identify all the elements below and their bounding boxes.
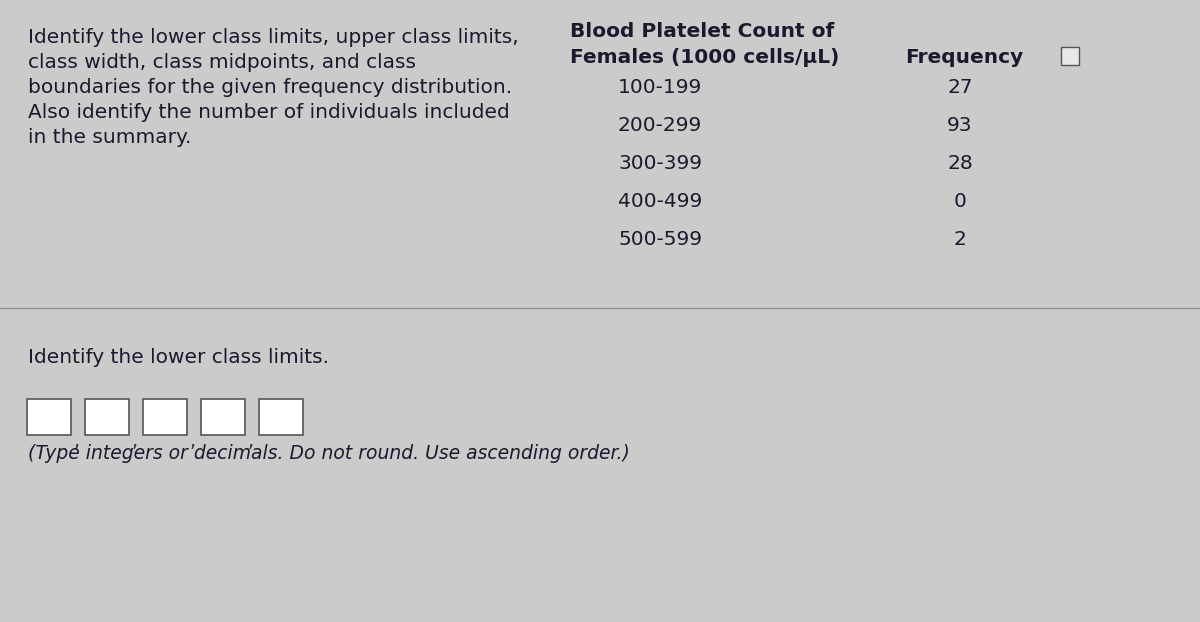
Text: class width, class midpoints, and class: class width, class midpoints, and class: [28, 53, 416, 72]
Text: ,: ,: [74, 432, 80, 451]
Text: 0: 0: [954, 192, 966, 211]
Text: (Type integers or decimals. Do not round. Use ascending order.): (Type integers or decimals. Do not round…: [28, 444, 630, 463]
Text: 93: 93: [947, 116, 973, 135]
Text: 500-599: 500-599: [618, 230, 702, 249]
Text: Frequency: Frequency: [905, 48, 1024, 67]
Text: 28: 28: [947, 154, 973, 173]
Text: 2: 2: [954, 230, 966, 249]
Text: 400-499: 400-499: [618, 192, 702, 211]
Text: ,: ,: [248, 432, 254, 451]
Text: 300-399: 300-399: [618, 154, 702, 173]
Text: Identify the lower class limits, upper class limits,: Identify the lower class limits, upper c…: [28, 28, 518, 47]
Text: Blood Platelet Count of: Blood Platelet Count of: [570, 22, 834, 41]
Text: Females (1000 cells/µL): Females (1000 cells/µL): [570, 48, 839, 67]
Text: boundaries for the given frequency distribution.: boundaries for the given frequency distr…: [28, 78, 512, 97]
FancyBboxPatch shape: [85, 399, 130, 435]
Text: 27: 27: [947, 78, 973, 97]
FancyBboxPatch shape: [259, 399, 302, 435]
Text: Also identify the number of individuals included: Also identify the number of individuals …: [28, 103, 510, 122]
FancyBboxPatch shape: [1061, 47, 1079, 65]
FancyBboxPatch shape: [202, 399, 245, 435]
Text: 100-199: 100-199: [618, 78, 702, 97]
Text: ,: ,: [132, 432, 138, 451]
Text: Identify the lower class limits.: Identify the lower class limits.: [28, 348, 329, 367]
Text: ,: ,: [190, 432, 196, 451]
FancyBboxPatch shape: [143, 399, 187, 435]
Text: in the summary.: in the summary.: [28, 128, 191, 147]
FancyBboxPatch shape: [28, 399, 71, 435]
Text: 200-299: 200-299: [618, 116, 702, 135]
